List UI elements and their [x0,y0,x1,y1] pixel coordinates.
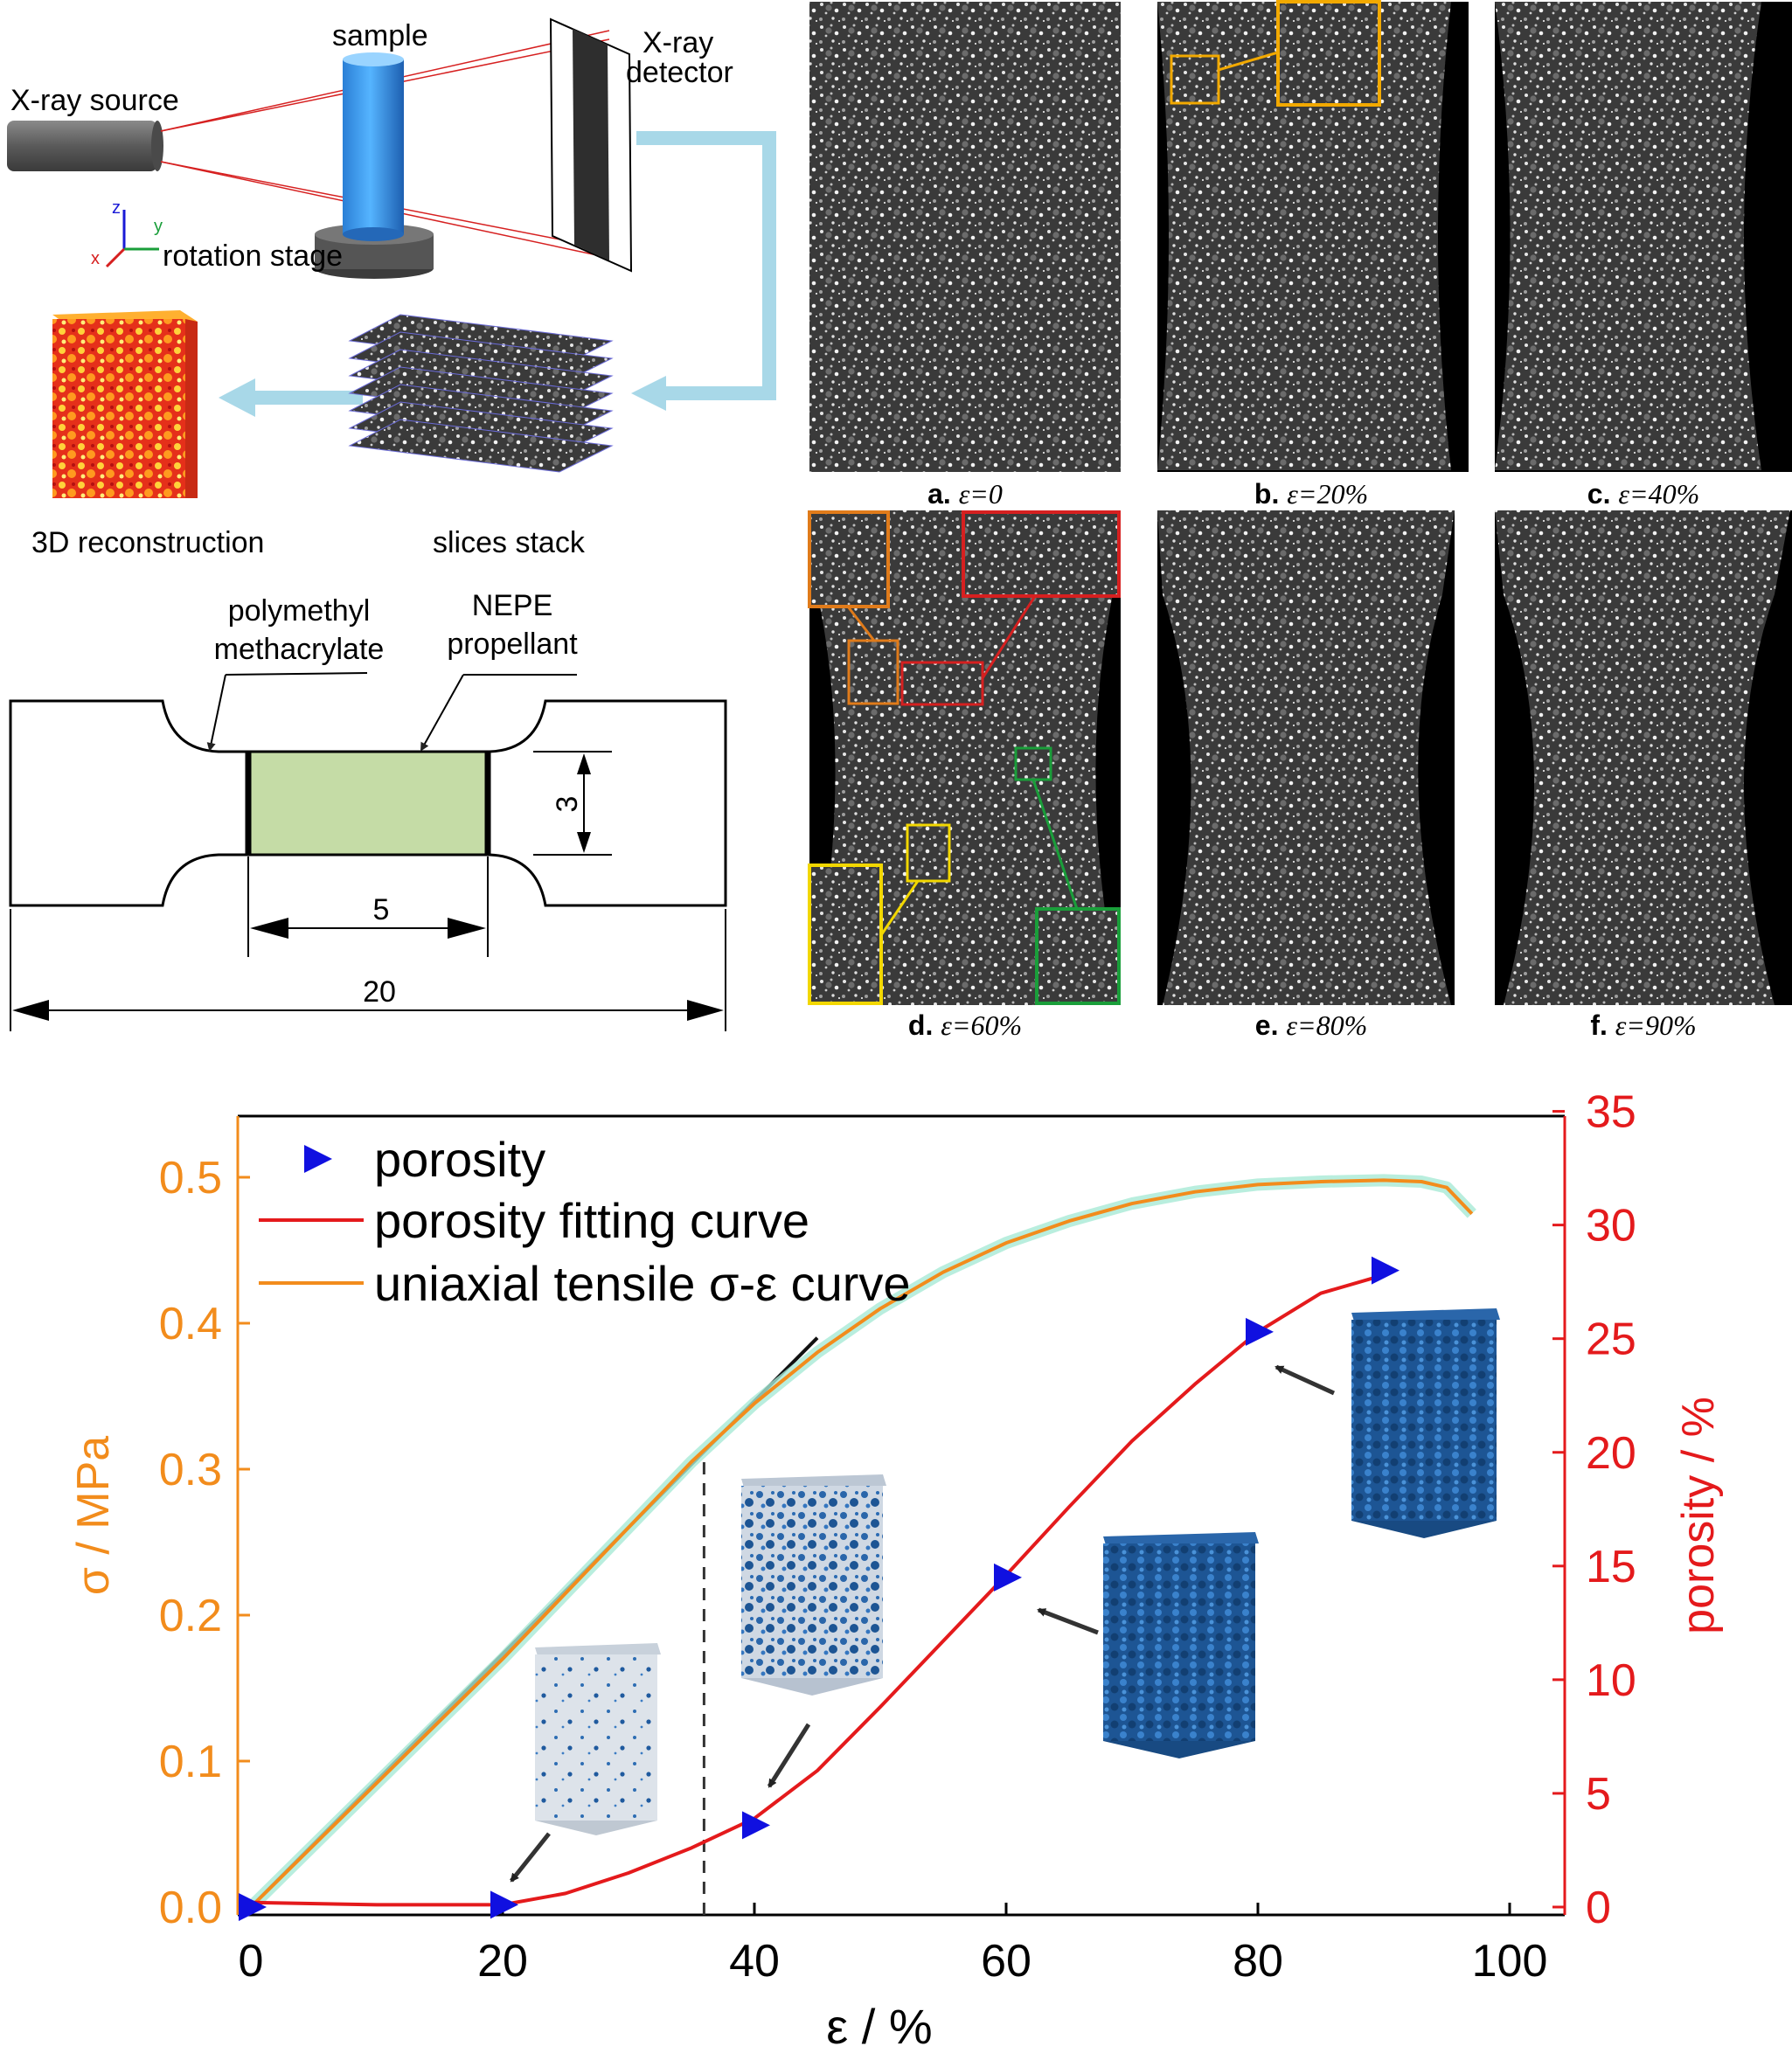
stress-strain-curve [249,1178,1474,1909]
porosity-fitting-curve [250,1273,1385,1907]
legend: porosity porosity fitting curve uniaxial t… [259,1132,911,1311]
ct-panel-a [809,2,1121,472]
y-left-tick-label: 0.4 [159,1299,222,1349]
x-tick-label: 100 [1472,1936,1548,1987]
ct-panel-f [1495,510,1792,1005]
porosity-point [239,1893,267,1921]
legend-label: porosity [374,1132,545,1187]
ct-caption-e: e. ε=80% [1255,1009,1367,1041]
y-axis-left-label: σ / MPa [68,1436,119,1595]
y-right-tick-label: 30 [1586,1201,1636,1252]
pore-insets [510,1308,1500,1883]
slices-stack-label: slices stack [433,526,586,559]
nepe-label-2: propellant [447,628,578,661]
y-left-tick-label: 0.0 [159,1883,222,1933]
x-tick-label: 40 [729,1936,780,1987]
y-right-tick-label: 10 [1586,1655,1636,1706]
stress-porosity-chart: 0 20 40 60 80 100 0.0 0.1 0.2 0.3 0.4 0.5 0 5 10 15 20 25… [68,1087,1724,2053]
x-tick-label: 60 [981,1936,1031,1987]
rotation-stage-label: rotation stage [163,239,343,273]
pmma-label-1: polymethyl [228,594,371,628]
porosity-point [742,1811,770,1840]
legend-label: uniaxial tensile σ-ε curve [374,1256,911,1311]
pmma-label-2: methacrylate [214,633,385,666]
dim-gauge-label: 5 [373,893,390,926]
flow-arrow-detector-to-slices [636,131,776,400]
y-right-tick-label: 0 [1586,1883,1611,1933]
dim-total-label: 20 [363,975,396,1009]
y-right-tick-label: 35 [1586,1087,1636,1138]
porosity-point [1246,1317,1274,1346]
pore-inset-20 [535,1643,661,1835]
xray-source-label: X-ray source [10,84,179,117]
y-right-tick-label: 15 [1586,1542,1636,1592]
slices-stack-icon [348,314,614,473]
ct-panels: a. ε=0 b. ε=20% c. ε=40% d. ε=60% e. ε=8… [808,0,1792,1041]
pore-inset-90 [1351,1308,1500,1538]
reconstruction-label: 3D reconstruction [31,526,264,559]
x-tick-label: 80 [1233,1936,1283,1987]
legend-porosity-marker [304,1145,332,1173]
legend-label: porosity fitting curve [374,1193,809,1248]
y-left-tick-label: 0.2 [159,1591,222,1641]
ct-panel-b [1157,0,1469,472]
x-tick-label: 0 [239,1936,264,1987]
detector-label-1: X-ray [642,26,713,59]
axes-triad-icon [105,210,159,268]
nepe-propellant-region [248,752,488,855]
ct-caption-a: a. ε=0 [927,478,1003,510]
y-right-tick-label: 20 [1586,1428,1636,1479]
detector-label-2: detector [626,56,733,89]
ct-caption-c: c. ε=40% [1587,478,1699,510]
xray-source-icon [7,121,157,171]
plot-layer [239,1174,1476,1921]
y-axis-right-label: porosity / % [1673,1397,1724,1634]
ct-panel-e [1157,510,1455,1005]
nepe-label-1: NEPE [472,589,553,622]
sample-label: sample [332,19,428,52]
sample-icon [343,59,404,234]
x-tick-label: 20 [477,1936,528,1987]
axis-ticks: 0 20 40 60 80 100 0.0 0.1 0.2 0.3 0.4 0.5 0 5 10 15 20 25… [159,1087,1636,1987]
porosity-point [490,1890,518,1919]
dim-height-label: 3 [551,796,584,813]
y-left-tick-label: 0.5 [159,1153,222,1203]
pore-inset-60 [1103,1532,1259,1758]
ct-panel-d [808,510,1121,1005]
x-axis-label: ε / % [826,1999,932,2049]
y-right-tick-label: 5 [1586,1769,1611,1820]
pore-inset-40 [741,1474,886,1696]
reconstruction-block-icon [52,310,198,498]
specimen-drawing: polymethyl methacrylate NEPE propellant … [9,589,727,1031]
ct-setup-schematic: X-ray source sample X-ray detector z y x [7,17,776,559]
ct-caption-d: d. ε=60% [908,1009,1022,1041]
porosity-point [1372,1256,1400,1285]
ct-panel-c [1495,2,1792,472]
axis-z-label: z [112,198,121,218]
axis-y-label: y [154,217,163,236]
porosity-point [994,1563,1022,1592]
ct-caption-f: f. ε=90% [1590,1009,1696,1041]
y-left-tick-label: 0.3 [159,1445,222,1495]
axis-x-label: x [91,249,100,268]
ct-caption-b: b. ε=20% [1254,478,1368,510]
y-right-tick-label: 25 [1586,1314,1636,1365]
y-left-tick-label: 0.1 [159,1737,222,1787]
